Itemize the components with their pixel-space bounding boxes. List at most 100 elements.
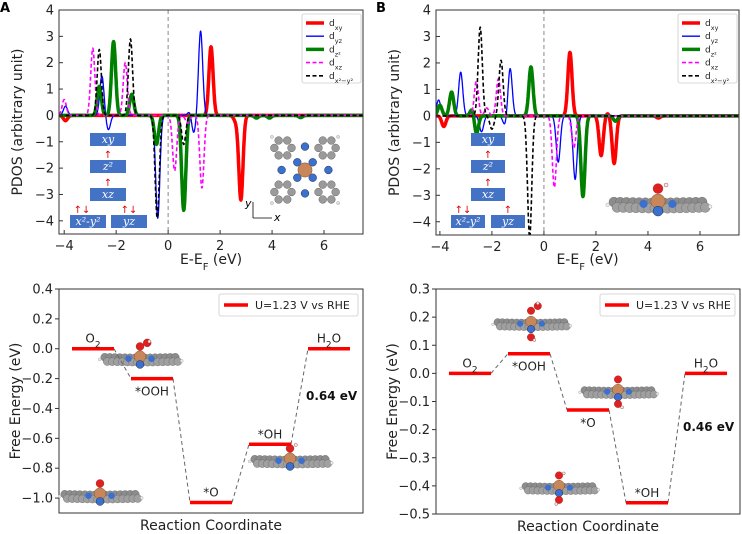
x-tick-label: 2 [216,239,224,254]
species-label: H2O [317,332,341,351]
orbital-level-label: x²-y² [76,215,101,228]
molecule-model [58,479,144,506]
species-name: O [462,356,471,370]
species-label: *O [580,416,595,430]
hydrogen-atom [58,494,62,499]
nitrogen-atom [566,484,573,491]
step-connector [549,353,568,411]
pdos-chart-a: −4 −2 0 2 4 6 −4 −3 −2 −1 0 1 2 3 4 E-EF (eV) PDOS (arbi… [10,4,364,273]
nitrogen-atom [308,173,317,182]
y-tick-label: −0.3 [398,451,430,466]
hydrogen-atom [293,443,298,447]
x-axis-label: Reaction Coordinate [140,518,282,534]
carbon-atom [327,180,336,189]
legend-label-sub: z² [335,50,341,58]
carbon-atom [274,180,283,189]
nitrogen-atom [108,492,115,499]
x-axis-label: E-EF (eV) [556,252,618,273]
y-tick-label: 3 [423,30,431,45]
carbon-atom [314,143,323,153]
axes-frame [435,288,741,515]
metal-atom [297,162,313,178]
nitrogen-atom [555,489,563,498]
legend-label-sub: x²−y² [711,77,730,85]
carbon-atom [270,143,279,153]
nitrogen-atom [285,462,295,471]
y-tick-label: −0.6 [21,432,53,447]
y-tick-label: 2 [423,56,431,71]
y-tick-label: −4 [412,215,431,230]
hydrogen-atom [336,135,340,139]
electron-spin-arrows: ↑↓ [74,205,91,216]
hydrogen-atom [562,471,566,476]
panel-label-a: A [0,1,10,16]
electron-spin-arrows: ↑↓ [121,205,138,216]
nitrogen-atom [324,165,333,175]
panel-label-b: B [376,1,386,16]
carbon-atom [318,151,327,160]
hydrogen-atom [147,339,152,344]
legend-label: dxy [329,19,343,32]
carbon-atom [283,151,292,160]
step-connector [172,378,191,503]
y-tick-label: 0.1 [409,339,430,354]
free-energy-chart-b: 0.30.20.10.0−0.1−0.2−0.3−0.4−0.5O2 *OOH*O… [385,283,741,534]
orbital-level-box [471,160,505,173]
legend-box [599,293,736,317]
oxygen-atom [555,495,563,504]
legend-label-main: d [329,72,335,82]
nitrogen-atom [293,173,302,182]
hydrogen-atom [554,502,558,506]
hydrogen-atom [568,324,573,328]
orbital-level-box [471,133,505,146]
legend-label: dz² [705,45,717,58]
carbon-atom [327,195,336,204]
axes-frame [435,9,740,236]
x-tick-label: 6 [320,239,328,254]
y-tick-label: −2 [35,162,54,177]
series-line-dx²−y² [436,26,739,235]
molecule-model [605,182,713,217]
oxygen-atom [135,342,145,351]
orbital-level-label: xy [482,133,495,146]
nitrogen-atom [293,158,302,167]
hydrogen-atom [180,359,184,363]
electron-spin-arrows: ↑ [484,150,492,161]
legend-label: dxy [705,19,719,32]
nitrogen-atom [538,320,545,327]
y-tick-label: −0.2 [398,423,430,438]
electron-spin-arrows: ↑↓ [455,205,472,216]
species-sub: 2 [472,365,478,375]
nitrogen-atom [652,205,664,217]
y-tick-label: −0.5 [398,508,430,523]
oxygen-atom [527,333,535,342]
legend-label-main: d [329,32,335,42]
species-name: *O [580,416,595,430]
hydrogen-atom [98,357,102,362]
carbon-atom [274,151,283,160]
axes-frame [58,288,364,514]
legend-label: dx²−y² [705,72,729,85]
legend-label-sub: yz [335,37,343,45]
molecule-model [578,375,660,410]
electron-spin-arrows: ↑ [104,150,112,161]
y-tick-label: 0.4 [32,283,53,298]
orbital-level-box [90,160,126,173]
nitrogen-atom [604,388,611,395]
nitrogen-atom [545,484,552,491]
legend-label: dz² [329,45,341,58]
legend-label-main: d [705,19,711,29]
hydrogen-atom [532,338,537,342]
carbon-atom [314,187,323,197]
hydrogen-atom [336,201,340,205]
x-tick-label: 0 [164,239,172,254]
x-axis-label-main: E-E [180,252,203,268]
orbital-level-label: z² [482,160,493,173]
y-tick-label: 1 [46,83,54,98]
nitrogen-atom [639,199,648,208]
species-name: *OOH [135,385,169,399]
carbon-atom [331,187,340,197]
x-tick-label: 0 [540,240,548,255]
legend-label: dxz [705,59,719,72]
y-axis-label: Free Energy (eV) [8,343,24,460]
